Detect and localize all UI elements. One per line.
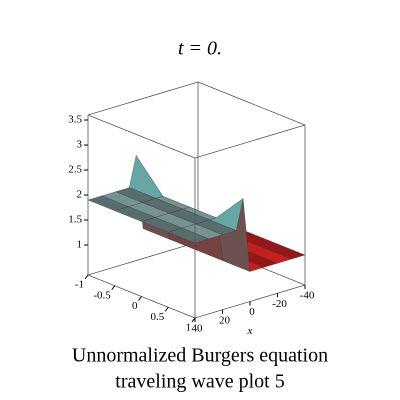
box-edge — [87, 81, 199, 116]
box-edge — [87, 241, 199, 276]
box-edge — [194, 124, 306, 159]
y-tick-label: 0 — [132, 300, 138, 312]
x-tick-label: -20 — [272, 298, 287, 310]
z-tick-label: 1.5 — [68, 214, 82, 226]
surface-patch — [167, 227, 210, 244]
y-tick-label: 1 — [186, 322, 192, 334]
x-tick-label: -40 — [300, 290, 315, 302]
y-tick — [111, 285, 116, 291]
x-axis-label: x — [247, 325, 253, 337]
z-tick-label: 1 — [77, 239, 83, 251]
box-edge — [87, 114, 196, 159]
caption-line: traveling wave plot 5 — [115, 371, 284, 393]
x-tick-label: 40 — [192, 323, 204, 335]
y-tick-label: -0.5 — [93, 289, 111, 301]
z-tick-label: 3 — [77, 139, 83, 151]
y-tick — [164, 306, 169, 312]
y-tick-label: -1 — [75, 279, 84, 291]
z-tick-label: 2 — [77, 189, 83, 201]
caption-line: Unnormalized Burgers equation — [72, 345, 328, 367]
x-tick-label: 20 — [219, 314, 231, 326]
z-tick-label: 3.5 — [68, 114, 82, 126]
x-tick-label: 0 — [249, 306, 255, 318]
z-tick-label: 2.5 — [68, 164, 82, 176]
box-edge — [197, 81, 306, 126]
y-tick — [84, 274, 89, 280]
y-tick — [138, 296, 142, 301]
chart-title: t = 0. — [178, 38, 222, 60]
y-tick-label: 0.5 — [151, 311, 165, 323]
